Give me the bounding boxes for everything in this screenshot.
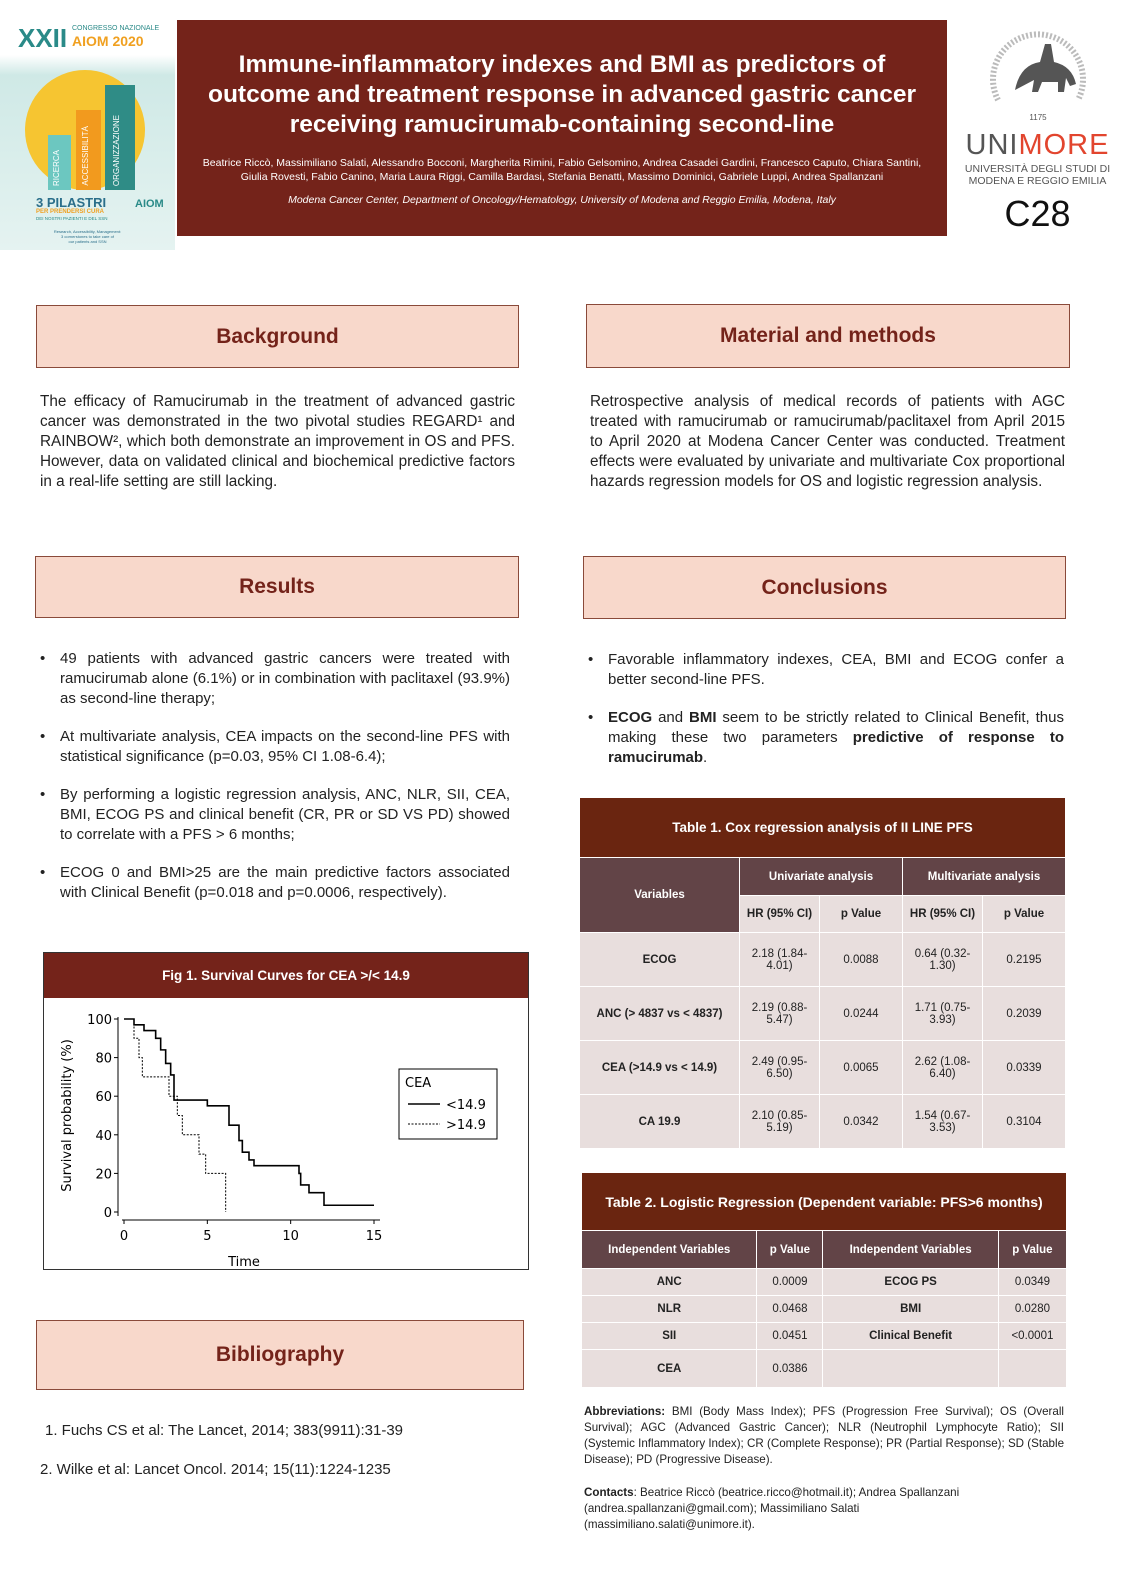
poster-code: C28 (1004, 193, 1071, 234)
unimore-logo: 1175 UNIMORE UNIVERSITÀ DEGLI STUDI DI M… (950, 15, 1125, 245)
table-cell: ANC (> 4837 vs < 4837) (579, 986, 740, 1041)
table-cell: 0.2195 (982, 932, 1066, 987)
table-title: Table 2. Logistic Regression (Dependent … (581, 1172, 1067, 1231)
pillar-organizzazione: ORGANIZZAZIONE (105, 85, 135, 190)
table-cell: 0.0244 (819, 986, 903, 1041)
legend-label: <14.9 (446, 1098, 486, 1113)
table-cell: 2.10 (0.85-5.19) (739, 1094, 820, 1149)
table-cell: 0.0009 (756, 1268, 824, 1296)
reference-item: 2. Wilke et al: Lancet Oncol. 2014; 15(1… (40, 1461, 391, 1478)
table-cell: 2.49 (0.95-6.50) (739, 1040, 820, 1095)
table-cell: 2.19 (0.88-5.47) (739, 986, 820, 1041)
table-cell: 0.0349 (997, 1268, 1068, 1296)
y-tick-label: 0 (104, 1206, 112, 1221)
table-cell: 0.0280 (997, 1295, 1068, 1323)
pillar-accessibilita: ACCESSIBILITÀ (76, 110, 101, 190)
table-cell: 0.0088 (819, 932, 903, 987)
table-cell: 1.54 (0.67-3.53) (902, 1094, 983, 1149)
table-cell: <0.0001 (997, 1322, 1068, 1350)
table-cell: 2.18 (1.84-4.01) (739, 932, 820, 987)
list-item: At multivariate analysis, CEA impacts on… (38, 727, 510, 767)
table-title: Table 1. Cox regression analysis of II L… (579, 797, 1066, 858)
table-cell: CEA (580, 1349, 758, 1388)
pillar-ricerca: RICERCA (48, 135, 71, 190)
table-row: ANC (> 4837 vs < 4837) 2.19 (0.88-5.47) 0.… (579, 986, 1066, 1041)
table-cell: 2.62 (1.08-6.40) (902, 1040, 983, 1095)
table-cox-regression: Table 1. Cox regression analysis of II L… (579, 797, 1066, 1149)
table-row: NLR 0.0468 BMI 0.0280 (580, 1295, 1068, 1323)
table-row: SII 0.0451 Clinical Benefit <0.0001 (580, 1322, 1068, 1350)
table-cell: 0.64 (0.32-1.30) (902, 932, 983, 987)
poster-title: Immune-inflammatory indexes and BMI as p… (207, 51, 916, 138)
table-row: CEA (>14.9 vs < 14.9) 2.49 (0.95-6.50) 0.0… (579, 1040, 1066, 1095)
x-tick-label: 15 (366, 1229, 383, 1244)
x-tick-label: 0 (120, 1229, 128, 1244)
y-axis-label: Survival probability (%) (60, 1039, 75, 1192)
table-cell: Clinical Benefit (822, 1322, 999, 1350)
y-tick-label: 60 (95, 1090, 112, 1105)
km-chart: 0 20 40 60 80 100 0 5 10 15 Time Survival probabili… (60, 1013, 498, 1270)
y-tick-label: 20 (95, 1167, 112, 1182)
table-cell: 0.0468 (756, 1295, 824, 1323)
table-cell: ECOG PS (822, 1268, 999, 1296)
conclusions-list: Favorable inflammatory indexes, CEA, BMI… (586, 650, 1064, 786)
aiom-congress-logo: XXII CONGRESSO NAZIONALE AIOM 2020 RICER… (0, 15, 175, 250)
table-cell: ECOG (579, 932, 740, 987)
methods-heading: Material and methods (586, 304, 1070, 368)
author-list: Beatrice Riccò, Massimiliano Salati, Ale… (202, 157, 922, 183)
list-item: 49 patients with advanced gastric cancer… (38, 649, 510, 709)
table-cell: 0.0451 (756, 1322, 824, 1350)
table-cell: CEA (>14.9 vs < 14.9) (579, 1040, 740, 1095)
legend-label: >14.9 (446, 1118, 486, 1133)
table-cell: 0.0065 (819, 1040, 903, 1095)
table-row: CEA 0.0386 (580, 1349, 1068, 1388)
table-cell: CA 19.9 (579, 1094, 740, 1149)
table-cell: SII (580, 1322, 758, 1350)
legend-title: CEA (405, 1076, 431, 1091)
affiliation: Modena Cancer Center, Department of Onco… (288, 194, 836, 206)
table-cell (822, 1349, 999, 1388)
list-item: Favorable inflammatory indexes, CEA, BMI… (586, 650, 1064, 690)
table-cell: 0.0386 (756, 1349, 824, 1388)
conclusions-heading: Conclusions (583, 556, 1066, 619)
table-row: ECOG 2.18 (1.84-4.01) 0.0088 0.64 (0.32-1.3… (579, 932, 1066, 987)
reference-item: 1. Fuchs CS et al: The Lancet, 2014; 383… (45, 1422, 404, 1439)
background-heading: Background (36, 305, 519, 368)
bibliography-heading: Bibliography (36, 1320, 524, 1390)
table-cell: ANC (580, 1268, 758, 1296)
table-row: ANC 0.0009 ECOG PS 0.0349 (580, 1268, 1068, 1296)
contacts: Contacts: Beatrice Riccò (beatrice.ricco… (584, 1486, 960, 1531)
table-cell: 1.71 (0.75-3.93) (902, 986, 983, 1041)
table-cell (997, 1349, 1068, 1388)
figure-title: Fig 1. Survival Curves for CEA >/< 14.9 (44, 953, 528, 998)
table-cell: 0.3104 (982, 1094, 1066, 1149)
list-item: ECOG and BMI seem to be strictly related… (586, 708, 1064, 768)
y-tick-label: 100 (87, 1013, 112, 1028)
table-cell: BMI (822, 1295, 999, 1323)
x-axis-label: Time (227, 1255, 260, 1270)
x-tick-label: 5 (203, 1229, 211, 1244)
methods-text: Retrospective analysis of medical record… (590, 393, 1065, 490)
y-tick-label: 40 (95, 1129, 112, 1144)
table-cell: 0.0342 (819, 1094, 903, 1149)
results-list: 49 patients with advanced gastric cancer… (38, 649, 510, 921)
list-item: ECOG 0 and BMI>25 are the main predictiv… (38, 863, 510, 903)
km-curve-low-cea (124, 1018, 374, 1207)
university-seal-icon: 1175 (989, 31, 1086, 122)
title-banner: Immune-inflammatory indexes and BMI as p… (177, 20, 947, 236)
list-item: By performing a logistic regression anal… (38, 785, 510, 845)
table-row: CA 19.9 2.10 (0.85-5.19) 0.0342 1.54 (0.67-… (579, 1094, 1066, 1149)
svg-text:1175: 1175 (1029, 113, 1047, 122)
background-text: The efficacy of Ramucirumab in the treat… (40, 393, 515, 490)
results-heading: Results (35, 556, 519, 618)
table-cell: NLR (580, 1295, 758, 1323)
x-tick-label: 10 (282, 1229, 299, 1244)
km-curve-high-cea (124, 1018, 227, 1212)
abbreviations: Abbreviations: BMI (Body Mass Index); PF… (584, 1405, 1065, 1466)
figure-survival-curves: Fig 1. Survival Curves for CEA >/< 14.9 … (43, 952, 529, 1270)
table-cell: 0.2039 (982, 986, 1066, 1041)
table-logistic-regression: Table 2. Logistic Regression (Dependent … (580, 1172, 1068, 1388)
y-tick-label: 80 (95, 1052, 112, 1067)
table-cell: 0.0339 (982, 1040, 1066, 1095)
